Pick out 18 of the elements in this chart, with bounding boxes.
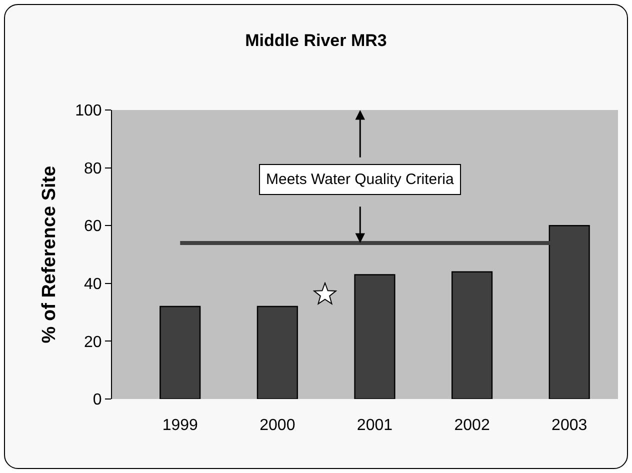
- x-tick-label: 2003: [552, 417, 588, 434]
- x-tick-label: 2001: [356, 417, 393, 434]
- x-tick-label: 2000: [260, 417, 296, 434]
- bar: [160, 306, 201, 399]
- bar: [354, 274, 396, 399]
- x-tick-label: 2002: [454, 417, 490, 434]
- y-tick-label: 60: [84, 218, 102, 236]
- y-tick-label: 0: [92, 392, 102, 409]
- chart-title: Middle River MR3: [245, 31, 387, 50]
- bar: [451, 271, 493, 399]
- y-tick-label: 20: [84, 334, 102, 351]
- y-axis-title: % of Reference Site: [38, 166, 60, 344]
- ref-line-label: Meets Water Quality Criteria: [266, 171, 454, 188]
- x-tick-label: 1999: [162, 417, 198, 434]
- y-tick-label: 100: [75, 102, 102, 120]
- y-tick-label: 80: [84, 160, 102, 178]
- bar: [256, 306, 298, 399]
- y-tick-label: 40: [84, 276, 102, 293]
